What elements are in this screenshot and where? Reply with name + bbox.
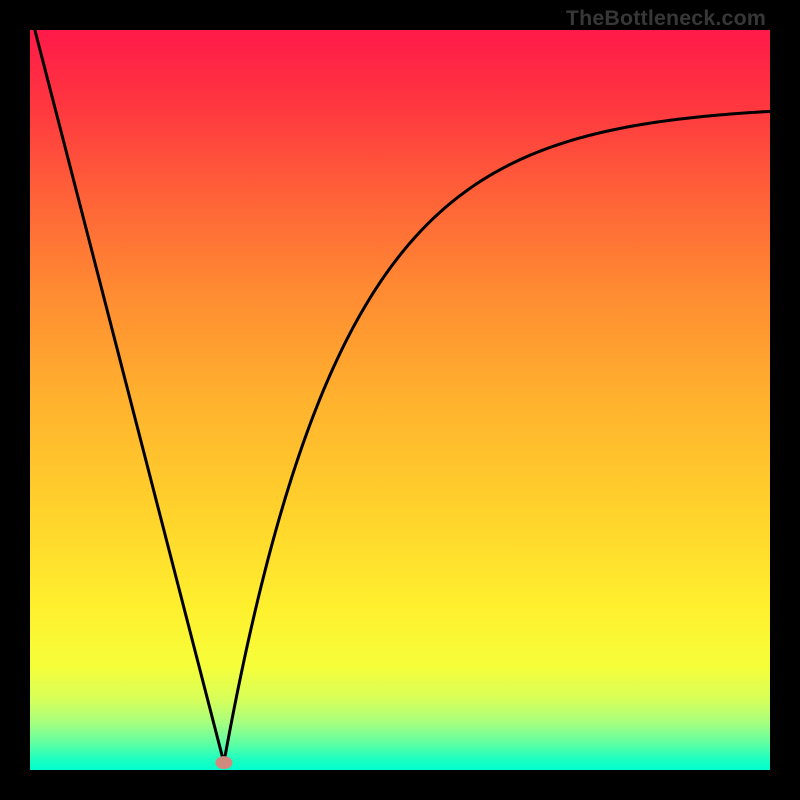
plot-area: [30, 30, 770, 770]
chart-frame: TheBottleneck.com: [0, 0, 800, 800]
watermark-text: TheBottleneck.com: [566, 6, 766, 31]
gradient-background: [30, 30, 770, 770]
minimum-marker: [215, 756, 232, 769]
chart-svg: [30, 30, 770, 770]
